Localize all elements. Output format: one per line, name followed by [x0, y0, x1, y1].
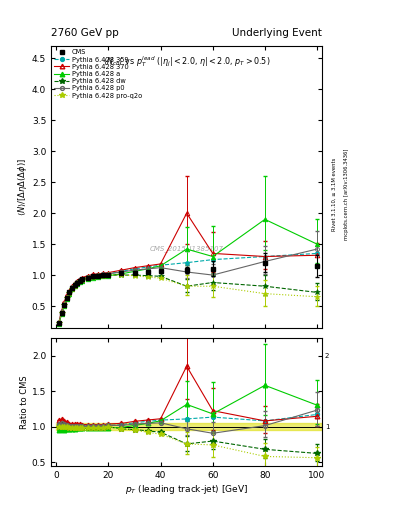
Y-axis label: Ratio to CMS: Ratio to CMS [20, 375, 29, 429]
Y-axis label: $\langle N\rangle/[\Delta\eta\Delta(\Delta\phi)]$: $\langle N\rangle/[\Delta\eta\Delta(\Del… [16, 158, 29, 216]
Text: 2: 2 [325, 353, 329, 359]
Text: Underlying Event: Underlying Event [232, 28, 322, 38]
Text: CMS_2015_I1385107: CMS_2015_I1385107 [150, 245, 224, 252]
Text: Rivet 3.1.10, ≥ 3.1M events: Rivet 3.1.10, ≥ 3.1M events [332, 158, 337, 231]
Text: 1: 1 [325, 424, 329, 430]
Text: mcplots.cern.ch [arXiv:1306.3436]: mcplots.cern.ch [arXiv:1306.3436] [344, 149, 349, 240]
Text: $\langle N_{ch}\rangle$ vs $p_T^{lead}$ ($|\eta_j|<2.0$, $\eta|<2.0$, $p_T>0.5$): $\langle N_{ch}\rangle$ vs $p_T^{lead}$ … [103, 55, 270, 69]
Legend: CMS, Pythia 6.428 359, Pythia 6.428 370, Pythia 6.428 a, Pythia 6.428 dw, Pythia: CMS, Pythia 6.428 359, Pythia 6.428 370,… [53, 48, 143, 100]
Text: 2760 GeV pp: 2760 GeV pp [51, 28, 119, 38]
X-axis label: $p_T$ (leading track-jet) [GeV]: $p_T$ (leading track-jet) [GeV] [125, 482, 248, 496]
